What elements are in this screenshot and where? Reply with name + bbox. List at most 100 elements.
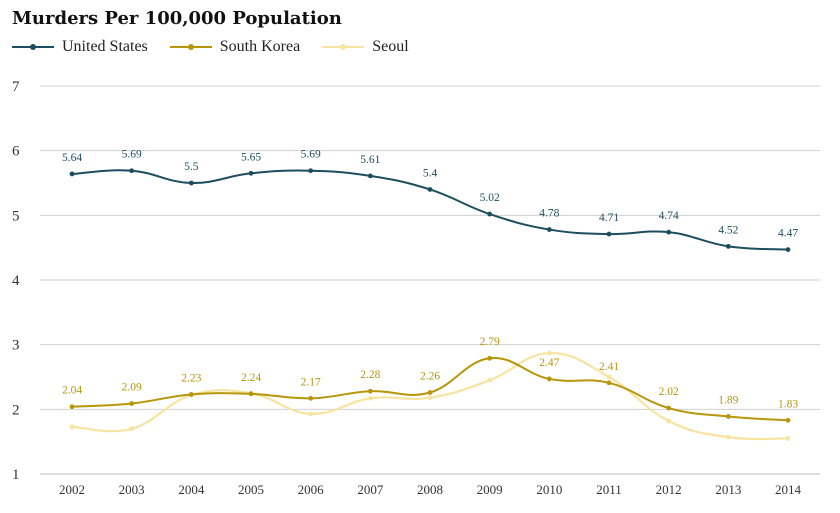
data-point-south-korea xyxy=(546,376,552,382)
legend-marker xyxy=(340,44,347,50)
data-point-south-korea xyxy=(248,391,254,397)
data-point-south-korea xyxy=(188,392,194,397)
y-axis: 1 2 3 4 5 6 7 xyxy=(12,79,20,483)
data-label-united-states: 4.52 xyxy=(718,224,738,236)
data-point-united-states xyxy=(666,229,672,235)
x-tick-label: 2013 xyxy=(715,482,741,497)
data-point-united-states xyxy=(427,187,433,192)
x-tick-label: 2007 xyxy=(357,482,384,497)
data-point-united-states xyxy=(546,227,552,232)
data-label-united-states: 5.5 xyxy=(184,161,199,173)
data-label-south-korea: 2.28 xyxy=(360,369,380,381)
y-tick-label: 7 xyxy=(12,79,20,95)
data-point-united-states xyxy=(308,168,314,174)
y-tick-label: 4 xyxy=(12,273,20,289)
data-label-united-states: 5.69 xyxy=(301,149,321,161)
data-point-seoul xyxy=(487,377,493,383)
data-point-united-states xyxy=(725,243,731,249)
data-label-south-korea: 2.24 xyxy=(241,372,261,384)
data-point-united-states xyxy=(129,168,135,174)
data-point-south-korea xyxy=(308,395,314,401)
x-tick-label: 2006 xyxy=(298,482,325,497)
series-lines xyxy=(69,168,791,441)
x-tick-label: 2003 xyxy=(119,482,145,497)
data-point-seoul xyxy=(69,424,75,430)
data-point-south-korea xyxy=(427,390,433,395)
x-tick-label: 2005 xyxy=(238,482,264,497)
data-point-south-korea xyxy=(129,401,135,406)
data-label-united-states: 4.78 xyxy=(539,208,559,220)
x-axis: 2002 2003 2004 2005 2006 2007 2008 2009 2010 2011… xyxy=(59,482,802,497)
legend-marker xyxy=(30,44,36,50)
data-point-south-korea xyxy=(487,355,493,361)
legend-item-south-korea[interactable]: South Korea xyxy=(169,38,301,56)
data-label-south-korea: 2.41 xyxy=(599,361,619,373)
data-point-seoul xyxy=(129,426,135,432)
x-tick-label: 2012 xyxy=(656,482,682,497)
data-point-united-states xyxy=(785,247,791,253)
data-label-south-korea: 2.09 xyxy=(122,382,142,394)
data-point-seoul xyxy=(606,374,612,380)
data-point-south-korea xyxy=(785,417,791,423)
x-tick-label: 2009 xyxy=(477,482,503,497)
data-label-south-korea: 2.17 xyxy=(301,376,321,388)
y-tick-label: 5 xyxy=(12,208,20,224)
data-point-seoul xyxy=(308,411,314,417)
data-label-south-korea: 2.23 xyxy=(181,372,201,384)
x-tick-label: 2008 xyxy=(417,482,443,497)
x-tick-label: 2002 xyxy=(59,482,85,497)
data-point-south-korea xyxy=(69,404,75,410)
data-label-south-korea: 2.26 xyxy=(420,371,440,383)
data-point-united-states xyxy=(606,231,612,237)
legend-item-united-states[interactable]: United States xyxy=(12,38,148,56)
series-line-united-states xyxy=(71,169,789,251)
legend-label: South Korea xyxy=(219,38,301,55)
data-point-united-states xyxy=(69,171,75,177)
data-label-united-states: 5.69 xyxy=(122,149,142,161)
x-tick-label: 2004 xyxy=(178,482,205,497)
data-label-south-korea: 2.79 xyxy=(480,336,500,348)
y-tick-label: 3 xyxy=(12,338,20,354)
data-label-south-korea: 2.02 xyxy=(659,386,679,398)
grid-lines xyxy=(40,85,820,475)
data-point-seoul xyxy=(427,395,433,401)
legend: United States South Korea Seoul xyxy=(12,38,431,56)
data-label-south-korea: 1.83 xyxy=(778,398,798,410)
y-tick-label: 6 xyxy=(12,144,20,160)
data-point-south-korea xyxy=(606,380,612,386)
legend-item-seoul[interactable]: Seoul xyxy=(322,38,409,56)
data-labels: 5.64 5.69 5.5 5.65 5.69 5.61 5.4 5.02 4.78 4.71 4.… xyxy=(62,149,798,411)
data-label-united-states: 4.74 xyxy=(659,210,679,222)
data-point-united-states xyxy=(487,211,493,217)
data-label-united-states: 5.65 xyxy=(241,151,261,163)
legend-swatch-seoul xyxy=(322,44,365,50)
data-point-united-states xyxy=(248,170,254,176)
y-tick-label: 2 xyxy=(12,402,20,418)
legend-marker xyxy=(187,44,194,50)
data-point-seoul xyxy=(367,395,373,401)
series-line-south-korea xyxy=(71,357,789,422)
data-point-united-states xyxy=(188,180,194,186)
x-tick-label: 2014 xyxy=(775,482,802,497)
legend-swatch-south-korea xyxy=(169,44,212,50)
data-point-seoul xyxy=(725,434,731,440)
data-label-united-states: 4.47 xyxy=(778,228,798,240)
data-point-south-korea xyxy=(367,388,373,394)
data-label-united-states: 5.4 xyxy=(423,167,438,179)
data-point-seoul xyxy=(666,418,672,424)
data-point-south-korea xyxy=(725,414,731,419)
data-point-united-states xyxy=(367,173,373,179)
data-label-united-states: 5.61 xyxy=(360,154,380,166)
x-tick-label: 2011 xyxy=(596,482,622,497)
chart-title: Murders Per 100,000 Population xyxy=(12,8,342,29)
data-label-united-states: 4.71 xyxy=(599,212,619,224)
data-label-united-states: 5.02 xyxy=(480,192,500,204)
legend-label: Seoul xyxy=(372,38,409,55)
data-label-south-korea: 1.89 xyxy=(718,394,738,406)
data-label-south-korea: 2.04 xyxy=(62,385,82,397)
data-point-seoul xyxy=(546,350,552,356)
legend-swatch-united-states xyxy=(12,44,54,50)
data-point-seoul xyxy=(785,436,791,441)
legend-label: United States xyxy=(62,38,148,55)
